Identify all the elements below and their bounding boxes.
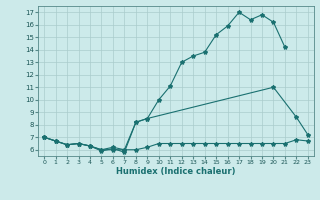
X-axis label: Humidex (Indice chaleur): Humidex (Indice chaleur) bbox=[116, 167, 236, 176]
